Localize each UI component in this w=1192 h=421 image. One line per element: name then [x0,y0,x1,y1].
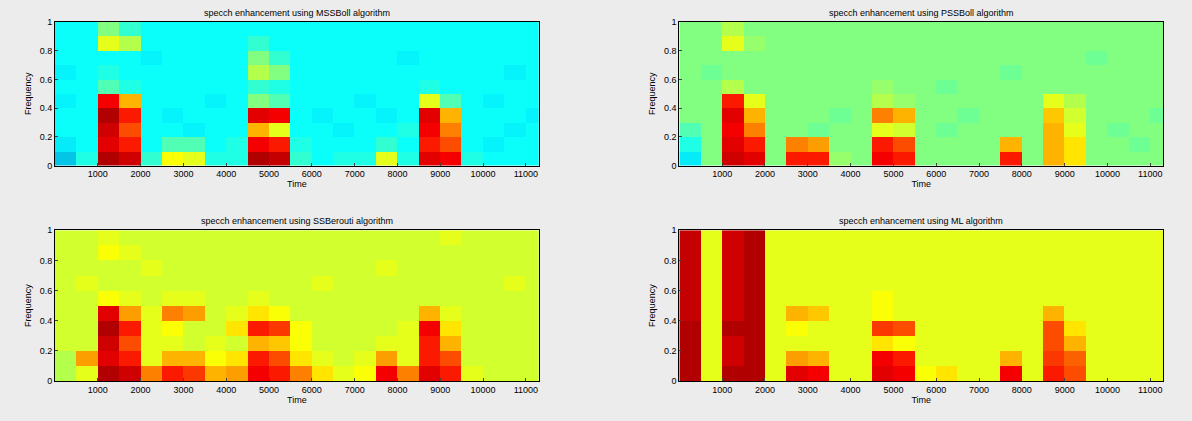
svg-text:11000: 11000 [514,169,538,179]
svg-text:0: 0 [47,161,52,171]
svg-text:2000: 2000 [131,385,151,395]
svg-text:10000: 10000 [1095,385,1120,395]
svg-text:1000: 1000 [88,385,108,395]
svg-text:0.6: 0.6 [664,286,677,296]
svg-text:5000: 5000 [259,169,279,179]
svg-text:Time: Time [287,395,307,405]
svg-text:4000: 4000 [841,385,861,395]
svg-text:8000: 8000 [387,385,407,395]
svg-text:10000: 10000 [471,169,496,179]
svg-text:3000: 3000 [173,169,193,179]
svg-text:0.4: 0.4 [664,316,677,326]
svg-text:2000: 2000 [131,169,151,179]
svg-text:7000: 7000 [345,169,365,179]
svg-text:0.2: 0.2 [664,132,677,142]
svg-text:8000: 8000 [387,169,407,179]
svg-text:9000: 9000 [430,169,450,179]
svg-text:3000: 3000 [798,385,818,395]
svg-text:0: 0 [672,376,677,386]
svg-text:specch enhancement using ML al: specch enhancement using ML algorithm [839,216,1003,226]
svg-text:1000: 1000 [88,169,108,179]
svg-text:0.8: 0.8 [40,46,53,56]
svg-text:0.6: 0.6 [664,75,677,85]
svg-text:0.4: 0.4 [664,103,677,113]
svg-text:6000: 6000 [926,385,946,395]
svg-text:8000: 8000 [1012,169,1032,179]
svg-text:9000: 9000 [1055,169,1075,179]
svg-text:0: 0 [672,161,677,171]
svg-text:7000: 7000 [969,169,989,179]
svg-text:1000: 1000 [712,385,732,395]
svg-text:5000: 5000 [259,385,279,395]
svg-text:9000: 9000 [1055,385,1075,395]
svg-text:4000: 4000 [841,169,861,179]
svg-text:Frequency: Frequency [647,284,657,327]
svg-text:0.2: 0.2 [40,132,53,142]
svg-text:0.6: 0.6 [40,286,53,296]
svg-text:9000: 9000 [430,385,450,395]
svg-text:11000: 11000 [1138,385,1162,395]
svg-text:5000: 5000 [883,385,903,395]
svg-text:0.4: 0.4 [40,316,53,326]
svg-text:0.8: 0.8 [664,46,677,56]
svg-text:Frequency: Frequency [647,72,657,115]
svg-text:Time: Time [287,179,307,189]
svg-text:0: 0 [47,376,52,386]
svg-text:5000: 5000 [883,169,903,179]
svg-text:2000: 2000 [755,385,775,395]
svg-text:1: 1 [47,225,52,235]
svg-text:specch enhancement using PSSBo: specch enhancement using PSSBoll algorit… [829,8,1014,18]
svg-text:1: 1 [672,225,677,235]
svg-text:Time: Time [911,395,931,405]
svg-text:specch enhancement using SSBer: specch enhancement using SSBerouti algor… [201,216,393,226]
svg-text:11000: 11000 [514,385,538,395]
svg-text:6000: 6000 [302,169,322,179]
svg-text:specch enhancement using MSSBo: specch enhancement using MSSBoll algorit… [204,8,390,18]
svg-text:6000: 6000 [302,385,322,395]
svg-text:0.8: 0.8 [664,256,677,266]
svg-text:10000: 10000 [471,385,496,395]
svg-text:11000: 11000 [1138,169,1162,179]
svg-text:7000: 7000 [345,385,365,395]
svg-text:0.2: 0.2 [40,346,53,356]
svg-text:4000: 4000 [216,169,236,179]
svg-text:6000: 6000 [926,169,946,179]
svg-text:1: 1 [47,17,52,27]
svg-text:8000: 8000 [1012,385,1032,395]
svg-text:7000: 7000 [969,385,989,395]
svg-text:1: 1 [672,17,677,27]
svg-text:1000: 1000 [712,169,732,179]
svg-text:3000: 3000 [798,169,818,179]
svg-text:0.4: 0.4 [40,103,53,113]
svg-text:10000: 10000 [1095,169,1120,179]
svg-text:2000: 2000 [755,169,775,179]
svg-text:Time: Time [911,179,931,189]
svg-text:Frequency: Frequency [23,72,33,115]
svg-text:3000: 3000 [173,385,193,395]
svg-text:0.6: 0.6 [40,75,53,85]
svg-text:0.8: 0.8 [40,256,53,266]
svg-text:0.2: 0.2 [664,346,677,356]
svg-text:4000: 4000 [216,385,236,395]
svg-text:Frequency: Frequency [23,284,33,327]
